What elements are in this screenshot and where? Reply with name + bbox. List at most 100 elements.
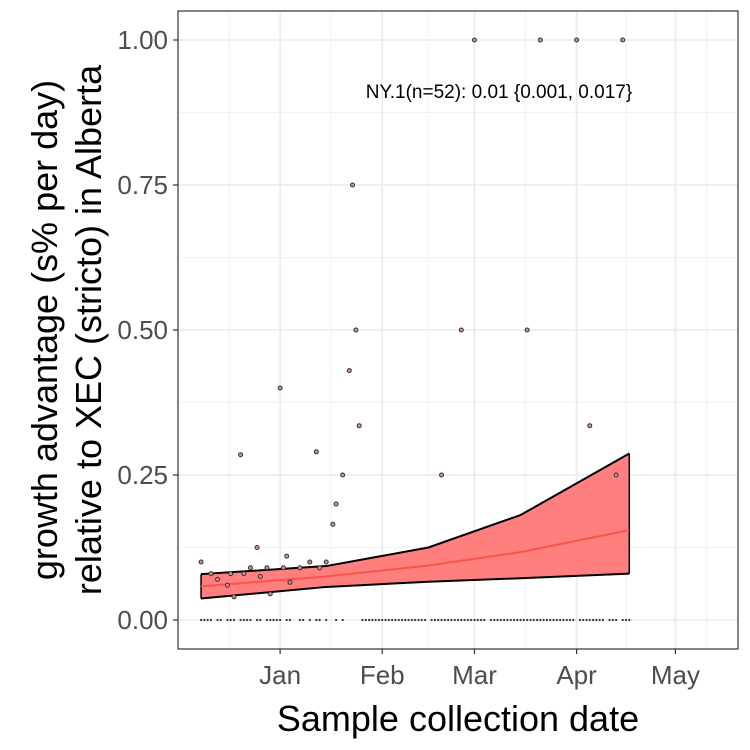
confidence-band — [201, 453, 630, 599]
data-point — [257, 574, 263, 579]
zero-rug-point — [391, 618, 394, 622]
zero-rug-point — [259, 618, 262, 622]
zero-rug-point — [608, 618, 611, 622]
zero-rug-point — [420, 618, 423, 622]
data-point — [215, 576, 221, 582]
zero-rug-point — [496, 618, 499, 622]
zero-rug-point — [341, 618, 344, 622]
y-tick-label: 1.00 — [117, 25, 168, 55]
zero-rug-point — [456, 618, 460, 622]
zero-rug-point — [522, 618, 525, 622]
x-tick-label: Apr — [556, 660, 597, 690]
zero-rug-point — [325, 618, 328, 622]
x-axis-title: Sample collection date — [277, 698, 639, 739]
zero-rug-point — [499, 618, 502, 622]
zero-rug-point — [335, 618, 338, 622]
data-point — [280, 565, 286, 571]
zero-rug-point — [203, 618, 206, 622]
zero-rug-point — [361, 618, 364, 622]
zero-rug-point — [503, 618, 506, 622]
data-point — [198, 559, 204, 565]
data-point — [613, 472, 619, 478]
data-point — [439, 472, 445, 478]
zero-rug-point — [479, 618, 483, 622]
data-point — [340, 472, 346, 478]
zero-rug-point — [377, 618, 381, 622]
zero-rug-point — [588, 618, 591, 622]
data-point — [330, 521, 336, 527]
zero-rug-point — [318, 618, 321, 622]
zero-rug-point — [302, 618, 305, 622]
zero-rug-point — [400, 618, 404, 622]
data-point — [458, 327, 464, 333]
data-point — [241, 571, 247, 577]
zero-rug-point — [367, 618, 371, 622]
zero-rug-point — [423, 618, 427, 622]
zero-rug-point — [578, 618, 581, 622]
zero-rug-point — [516, 618, 519, 622]
zero-rug-point — [453, 618, 456, 622]
zero-rug-point — [430, 618, 433, 622]
y-axis-ticks: 0.00 0.25 0.50 0.75 1.00 — [117, 25, 178, 635]
zero-rug-point — [582, 618, 585, 622]
data-point — [350, 182, 356, 188]
zero-rug-point — [489, 618, 493, 622]
zero-rug-point — [229, 618, 232, 622]
y-axis-title-line-1: growth advantage (s% per day) — [24, 80, 65, 580]
zero-rug-layer — [199, 618, 631, 622]
zero-rug-point — [272, 618, 275, 622]
zero-rug-point — [542, 618, 545, 622]
zero-rug-point — [532, 618, 535, 622]
zero-rug-point — [417, 618, 420, 622]
data-point — [231, 594, 237, 600]
zero-rug-point — [275, 618, 278, 622]
y-tick-label: 0.50 — [117, 315, 168, 345]
data-point — [323, 559, 329, 565]
zero-rug-point — [285, 618, 288, 622]
data-point — [471, 37, 477, 43]
zero-rug-point — [447, 618, 450, 622]
y-axis-title-line-2: relative to XEC (stricto) in Alberta — [68, 64, 109, 595]
zero-rug-point — [298, 618, 301, 622]
zero-rug-point — [535, 618, 539, 622]
zero-rug-point — [397, 618, 400, 622]
zero-rug-point — [598, 618, 601, 622]
y-tick-label: 0.25 — [117, 460, 168, 490]
data-point — [277, 385, 283, 391]
zero-rug-point — [219, 618, 222, 622]
data-point — [346, 368, 352, 374]
zero-rug-point — [364, 618, 367, 622]
data-point — [356, 423, 362, 429]
zero-rug-point — [568, 618, 572, 622]
fit-line — [200, 529, 630, 588]
zero-rug-point — [414, 618, 417, 622]
zero-rug-point — [611, 618, 614, 622]
data-point — [297, 565, 303, 571]
data-point — [208, 571, 214, 577]
zero-rug-point — [615, 618, 618, 622]
zero-rug-point — [621, 618, 624, 622]
zero-rug-point — [239, 618, 242, 622]
zero-rug-point — [493, 618, 496, 622]
zero-rug-point — [246, 618, 249, 622]
data-point — [224, 582, 230, 588]
data-point — [287, 579, 293, 585]
zero-rug-point — [470, 618, 473, 622]
x-tick-label: May — [651, 660, 700, 690]
chart-annotation: NY.1(n=52): 0.01 {0.001, 0.017} — [366, 82, 632, 103]
zero-rug-point — [374, 618, 377, 622]
zero-rug-point — [585, 618, 588, 622]
zero-rug-point — [371, 618, 374, 622]
zero-rug-point — [529, 618, 532, 622]
zero-rug-point — [601, 618, 605, 622]
x-tick-label: Feb — [360, 660, 405, 690]
zero-rug-point — [526, 618, 529, 622]
data-point — [537, 37, 543, 43]
zero-rug-point — [209, 618, 213, 622]
zero-rug-point — [483, 618, 486, 622]
zero-rug-point — [591, 618, 595, 622]
zero-rug-point — [572, 618, 575, 622]
zero-rug-point — [216, 618, 219, 622]
y-tick-label: 0.75 — [117, 170, 168, 200]
